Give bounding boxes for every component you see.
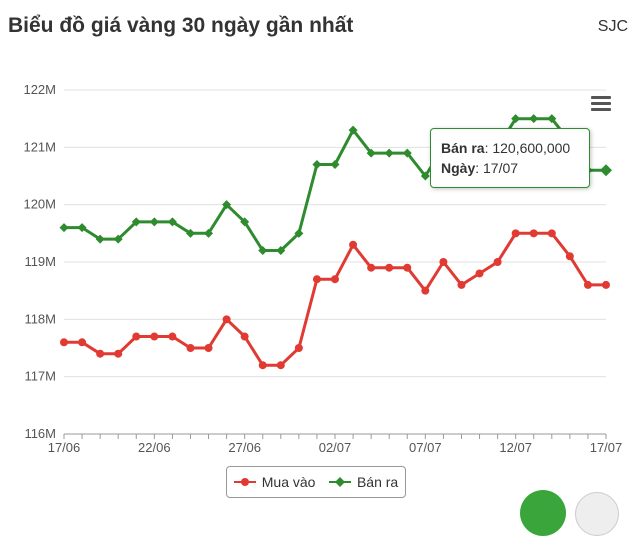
y-tick-label: 121M — [23, 139, 56, 154]
data-point — [114, 349, 123, 358]
data-point — [600, 164, 612, 177]
data-point — [457, 280, 466, 289]
data-point — [294, 228, 304, 238]
scroll-top-button[interactable] — [575, 492, 619, 536]
legend-item-buy[interactable]: Mua vào — [233, 474, 316, 490]
brand-label: SJC — [597, 18, 628, 35]
legend-item-sell[interactable]: Bán ra — [328, 474, 399, 490]
data-point — [149, 217, 159, 227]
chart-series — [59, 114, 612, 370]
x-tick-label: 17/06 — [48, 440, 81, 455]
data-point — [475, 269, 484, 278]
data-point — [439, 258, 448, 266]
data-point — [420, 171, 430, 181]
data-point — [59, 223, 69, 233]
page-title: Biểu đồ giá vàng 30 ngày gần nhất — [8, 14, 354, 37]
x-tick-label: 17/07 — [590, 440, 623, 455]
data-point — [421, 286, 430, 295]
data-point — [222, 315, 231, 324]
legend-sell-label: Bán ra — [356, 474, 399, 490]
x-tick-label: 22/06 — [138, 440, 171, 455]
x-tick-label: 27/06 — [228, 440, 261, 455]
data-point — [150, 332, 159, 341]
data-point — [547, 114, 557, 124]
data-point — [60, 338, 68, 347]
data-point — [366, 148, 376, 158]
series-line — [64, 231, 606, 367]
data-point — [167, 217, 177, 227]
chart-tooltip: Bán ra: 120,600,000 Ngày: 17/07 — [430, 128, 590, 188]
data-point — [240, 217, 250, 227]
data-point — [95, 234, 105, 244]
data-point — [565, 252, 574, 261]
y-tick-label: 116M — [24, 426, 56, 441]
data-point — [602, 280, 610, 289]
tooltip-day-label: Ngày — [441, 160, 476, 176]
tooltip-day-value: 17/07 — [483, 160, 519, 176]
x-axis-ticks: 17/06 22/06 27/06 02/07 07/07 12/07 17/07 — [48, 434, 623, 455]
data-point — [312, 160, 322, 170]
data-point — [185, 228, 195, 238]
y-axis-ticks: 116M 117M 118M 119M 120M 121M 122M — [23, 82, 56, 441]
data-point — [349, 240, 358, 249]
data-point — [276, 246, 286, 256]
data-point — [367, 263, 376, 272]
tooltip-sell-label: Bán ra — [441, 140, 485, 156]
y-tick-label: 120M — [23, 197, 56, 212]
y-tick-label: 117M — [24, 369, 56, 384]
data-point — [276, 361, 285, 370]
x-tick-label: 07/07 — [409, 440, 442, 455]
data-point — [583, 280, 592, 289]
x-tick-label: 12/07 — [499, 440, 532, 455]
data-point — [330, 160, 340, 170]
data-point — [547, 229, 556, 238]
data-point — [511, 114, 521, 124]
gold-price-chart: 116M 117M 118M 119M 120M 121M 122M 17/06 22/06 2… — [23, 82, 623, 455]
data-point — [348, 125, 358, 135]
data-point — [402, 148, 412, 158]
data-point — [331, 275, 339, 284]
data-point — [258, 246, 268, 256]
series-buy — [60, 229, 610, 370]
data-point — [312, 275, 321, 284]
data-point — [78, 338, 87, 347]
chart-legend: Mua vào Bán ra — [226, 466, 406, 498]
y-tick-label: 118M — [24, 311, 56, 326]
data-point — [222, 200, 232, 210]
data-point — [403, 263, 412, 272]
data-point — [258, 361, 267, 370]
data-point — [113, 234, 123, 244]
data-point — [384, 148, 394, 158]
data-point — [294, 344, 303, 352]
data-point — [96, 349, 105, 358]
tooltip-sell-value: 120,600,000 — [492, 140, 571, 156]
data-point — [385, 263, 394, 272]
data-point — [240, 332, 249, 341]
floating-action-button[interactable] — [520, 490, 566, 536]
hamburger-menu-icon[interactable] — [591, 96, 611, 112]
data-point — [131, 217, 141, 227]
data-point — [168, 332, 177, 341]
x-tick-label: 02/07 — [319, 440, 352, 455]
data-point — [186, 344, 195, 352]
data-point — [204, 344, 213, 352]
y-tick-label: 119M — [24, 254, 56, 269]
legend-sell-marker-icon — [328, 477, 351, 487]
data-point — [204, 228, 214, 238]
data-point — [511, 229, 520, 238]
data-point — [493, 258, 502, 266]
y-tick-label: 122M — [23, 82, 56, 97]
data-point — [529, 114, 539, 124]
data-point — [132, 332, 141, 341]
legend-buy-marker-icon — [233, 478, 256, 486]
data-point — [77, 223, 87, 233]
legend-buy-label: Mua vào — [261, 474, 316, 490]
data-point — [529, 229, 538, 238]
